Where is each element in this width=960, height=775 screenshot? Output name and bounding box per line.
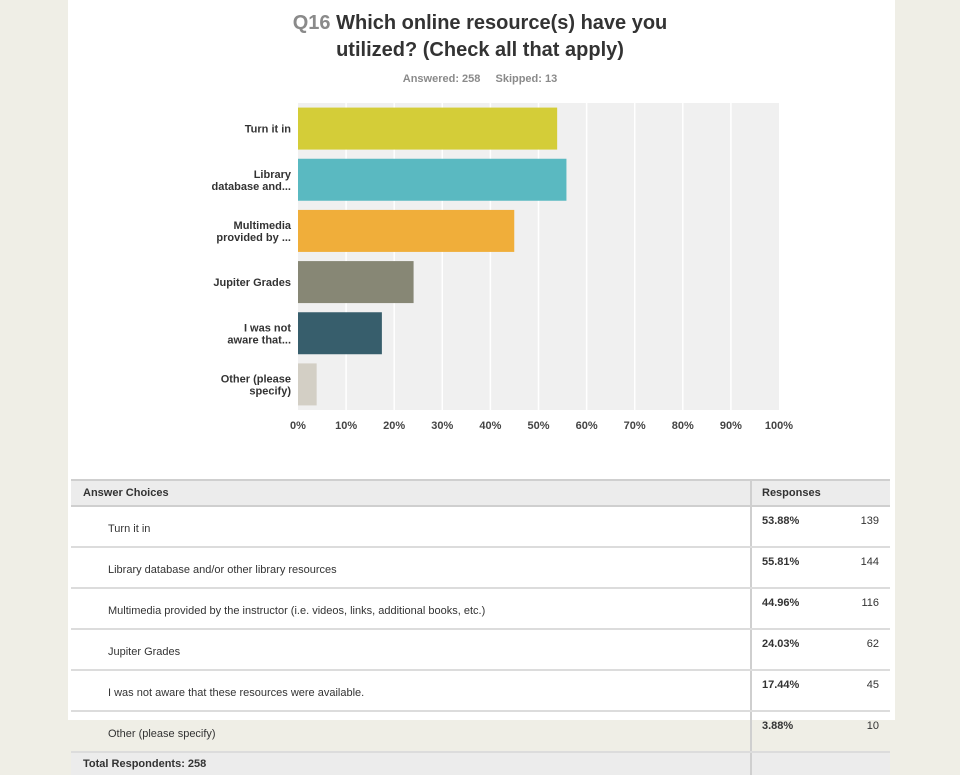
responses-table: Answer Choices Responses Turn it in 53.8… [71, 479, 890, 775]
table-row: I was not aware that these resources wer… [71, 670, 890, 712]
bar [298, 363, 317, 406]
category-label: Turn it in [245, 124, 292, 136]
row-responses: 53.88% 139 [750, 506, 890, 548]
row-label: Library database and/or other library re… [71, 547, 751, 589]
category-label: Library [254, 169, 292, 181]
x-tick-label: 70% [624, 420, 646, 432]
table-row: Library database and/or other library re… [71, 547, 890, 589]
row-percent: 17.44% [762, 679, 800, 691]
table-row: Jupiter Grades 24.03% 62 [71, 629, 890, 671]
table-row: Turn it in 53.88% 139 [71, 506, 890, 548]
answered-count: Answered: 258 [402, 73, 481, 85]
row-count: 144 [860, 556, 879, 568]
row-responses: 24.03% 62 [750, 629, 890, 671]
row-responses: 55.81% 144 [750, 547, 890, 589]
row-responses: 3.88% 10 [750, 711, 890, 753]
category-label: I was not [244, 322, 291, 334]
table-footer: Total Respondents: 258 [71, 751, 890, 775]
row-label: Multimedia provided by the instructor (i… [71, 588, 751, 630]
table-row: Other (please specify) 3.88% 10 [71, 711, 890, 753]
response-stats: Answered: 258 Skipped: 13 [0, 73, 960, 85]
bar [298, 209, 515, 252]
row-count: 116 [861, 597, 879, 609]
question-title: Q16 Which online resource(s) have you ut… [0, 10, 960, 64]
bar [298, 158, 567, 201]
row-percent: 24.03% [762, 638, 800, 650]
bar [298, 107, 558, 150]
question-text-line2: utilized? (Check all that apply) [336, 39, 624, 61]
row-percent: 44.96% [762, 597, 800, 609]
row-count: 62 [866, 638, 879, 650]
x-tick-label: 90% [720, 420, 742, 432]
question-number: Q16 [292, 12, 331, 34]
row-percent: 53.88% [762, 515, 800, 527]
category-label: provided by ... [216, 232, 291, 244]
x-tick-label: 0% [290, 420, 306, 432]
question-text-line1: Which online resource(s) have you [336, 12, 668, 34]
category-label: aware that... [227, 334, 291, 346]
row-count: 139 [860, 515, 879, 527]
x-tick-label: 40% [479, 420, 501, 432]
x-tick-label: 60% [576, 420, 598, 432]
row-responses: 17.44% 45 [750, 670, 890, 712]
skipped-count: Skipped: 13 [495, 73, 558, 85]
total-respondents: Total Respondents: 258 [71, 751, 751, 775]
answer-choices-header: Answer Choices [71, 479, 751, 507]
row-label: Other (please specify) [71, 711, 751, 753]
x-tick-label: 50% [527, 420, 549, 432]
row-count: 10 [866, 720, 879, 732]
row-percent: 55.81% [762, 556, 800, 568]
category-label: Jupiter Grades [213, 277, 291, 289]
row-count: 45 [866, 679, 879, 691]
row-label: I was not aware that these resources wer… [71, 670, 751, 712]
category-label: specify) [249, 385, 291, 397]
row-label: Jupiter Grades [71, 629, 751, 671]
table-header: Answer Choices Responses [71, 479, 890, 507]
row-label: Turn it in [71, 506, 751, 548]
category-label: Other (please [221, 373, 291, 385]
bar [298, 312, 382, 355]
row-responses: 44.96% 116 [750, 588, 890, 630]
footer-empty-cell [750, 751, 890, 775]
bar [298, 261, 414, 304]
x-tick-label: 30% [431, 420, 453, 432]
x-tick-label: 20% [383, 420, 405, 432]
category-label: database and... [212, 181, 291, 193]
x-tick-label: 80% [672, 420, 694, 432]
category-label: Multimedia [234, 220, 292, 232]
responses-header: Responses [750, 479, 890, 507]
table-row: Multimedia provided by the instructor (i… [71, 588, 890, 630]
row-percent: 3.88% [762, 720, 794, 732]
x-tick-label: 10% [335, 420, 357, 432]
x-tick-label: 100% [765, 420, 793, 432]
bar-chart: 0% 10% 20% 30% 40% 50% 60% 70% 80% 90% 100% Turn it… [212, 103, 793, 432]
